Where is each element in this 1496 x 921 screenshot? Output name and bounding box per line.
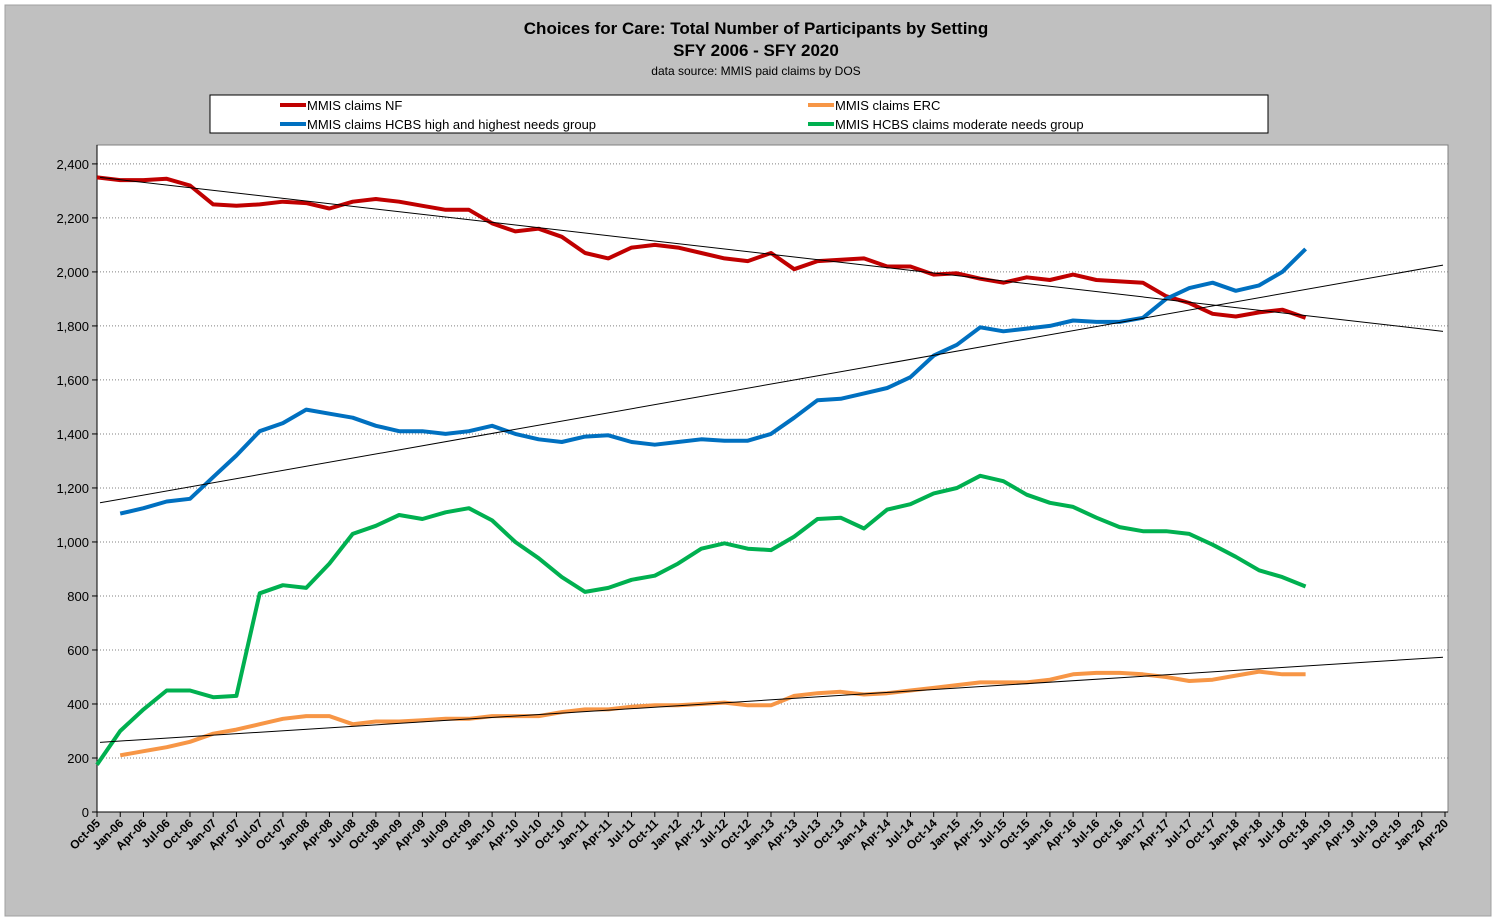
y-tick-label: 2,000	[56, 265, 89, 280]
y-tick-label: 1,600	[56, 373, 89, 388]
y-tick-label: 1,000	[56, 535, 89, 550]
trend-line	[99, 656, 1444, 743]
legend-label: MMIS claims ERC	[835, 98, 940, 113]
y-tick-label: 1,400	[56, 427, 89, 442]
y-tick-label: 1,200	[56, 481, 89, 496]
y-tick-label: 1,800	[56, 319, 89, 334]
trend-line	[99, 264, 1444, 504]
y-tick-label: 2,200	[56, 211, 89, 226]
y-tick-label: 400	[67, 697, 89, 712]
y-tick-label: 200	[67, 751, 89, 766]
chart-subtitle: SFY 2006 - SFY 2020	[673, 41, 839, 60]
legend-label: MMIS claims NF	[307, 98, 402, 113]
legend	[209, 94, 1269, 134]
trend-line	[99, 176, 1444, 332]
series-line	[119, 247, 1308, 516]
legend-label: MMIS HCBS claims moderate needs group	[835, 117, 1084, 132]
data-source: data source: MMIS paid claims by DOS	[651, 64, 860, 78]
plot-area	[96, 144, 1449, 813]
y-tick-label: 0	[82, 805, 89, 820]
series-line	[95, 473, 1307, 766]
series-line	[96, 175, 1307, 320]
legend-label: MMIS claims HCBS high and highest needs …	[307, 117, 596, 132]
y-tick-label: 2,400	[56, 157, 89, 172]
y-tick-label: 600	[67, 643, 89, 658]
chart-title: Choices for Care: Total Number of Partic…	[524, 19, 988, 38]
y-tick-label: 800	[67, 589, 89, 604]
